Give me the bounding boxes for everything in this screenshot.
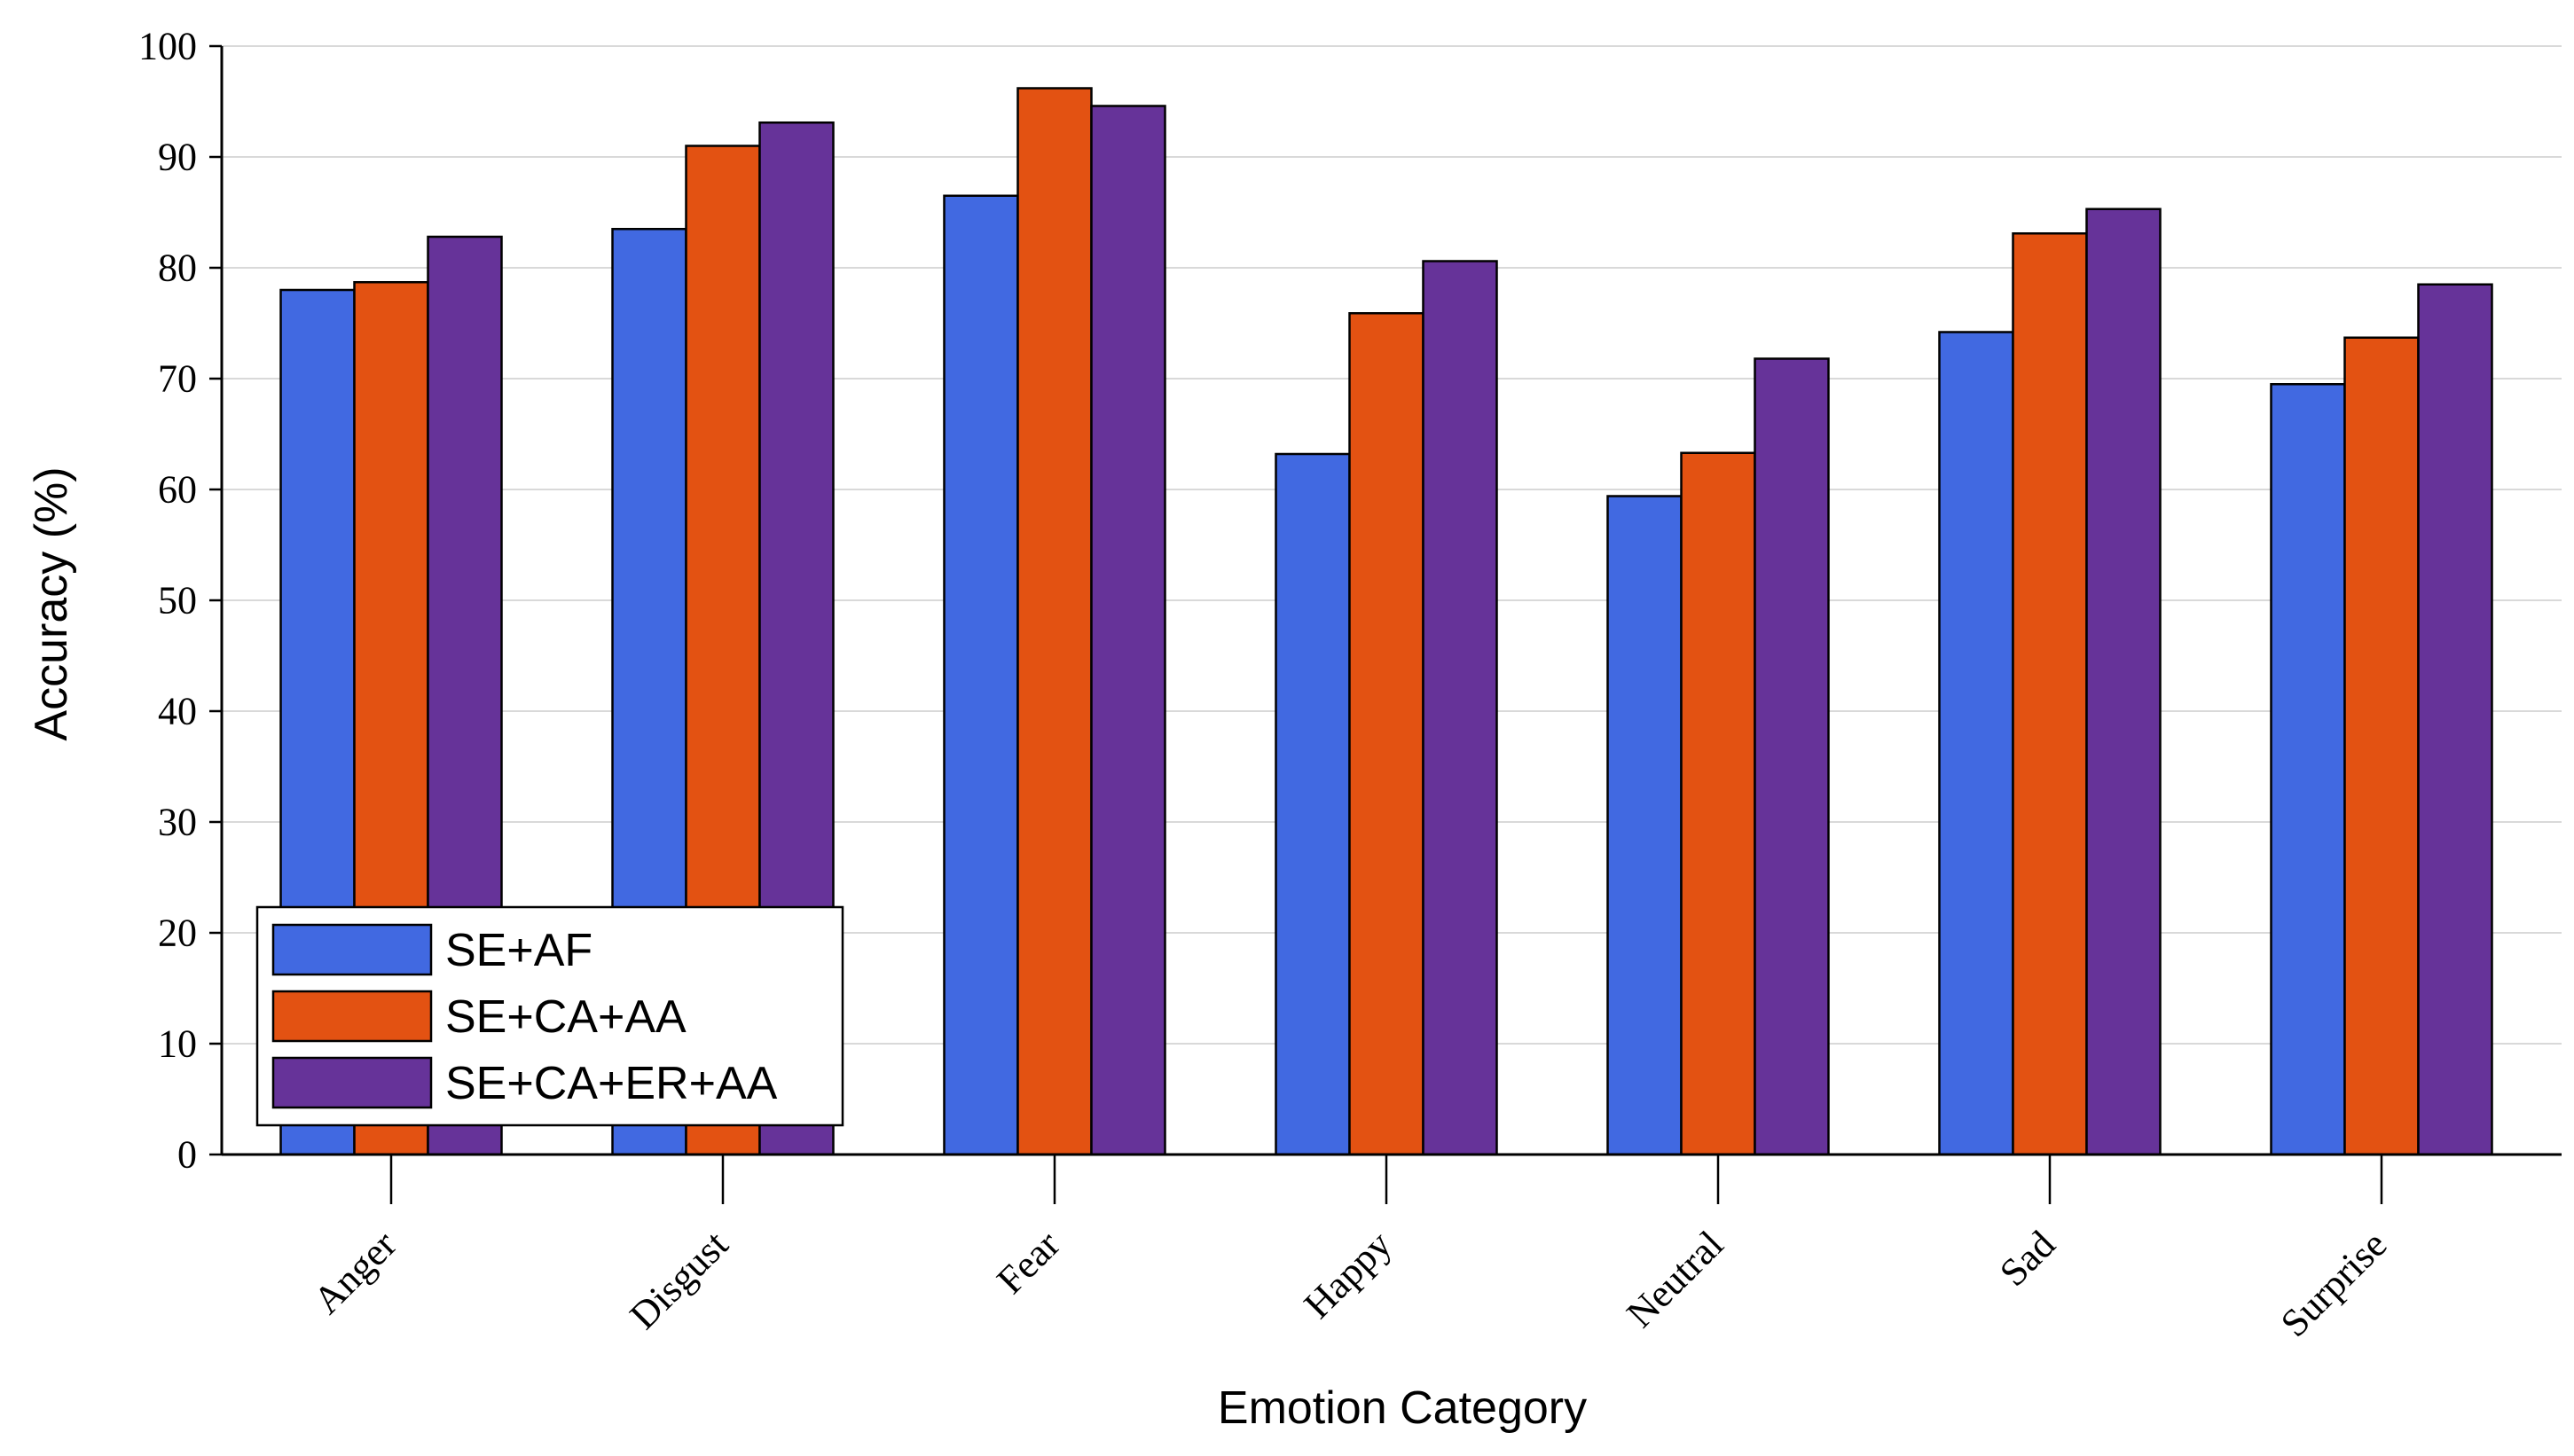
y-tick-label: 100 <box>138 25 197 68</box>
x-category-label: Happy <box>1296 1223 1401 1327</box>
x-category-label: Surprise <box>2272 1223 2395 1345</box>
x-category-label: Fear <box>988 1222 1068 1302</box>
y-tick-label: 10 <box>158 1022 197 1066</box>
legend-label: SE+CA+ER+AA <box>445 1058 778 1109</box>
y-tick-label: 20 <box>158 912 197 955</box>
axes <box>209 44 2562 1204</box>
y-tick-label: 40 <box>158 690 197 733</box>
bar-se-ca-aa-fear <box>1016 87 1093 1156</box>
y-tick-label: 0 <box>177 1133 197 1177</box>
bar-se-ca-aa-neutral <box>1680 451 1756 1156</box>
y-tick-label: 70 <box>158 357 197 401</box>
x-axis-title: Emotion Category <box>1218 1382 1587 1434</box>
y-tick-label: 30 <box>158 801 197 844</box>
bar-se-af-happy <box>1275 452 1351 1156</box>
legend-label: SE+CA+AA <box>445 991 687 1043</box>
y-axis-title: Accuracy (%) <box>26 466 77 740</box>
bar-se-af-surprise <box>2270 383 2346 1156</box>
x-category-label: Disgust <box>622 1223 737 1338</box>
bar-se-ca-er-aa-fear <box>1090 105 1166 1156</box>
legend-swatch <box>271 1056 433 1109</box>
bar-se-af-sad <box>1938 331 2014 1156</box>
legend: SE+AF SE+CA+AA SE+CA+ER+AA <box>255 905 844 1127</box>
x-category-label: Neutral <box>1618 1223 1731 1336</box>
bar-se-ca-er-aa-happy <box>1422 260 1498 1156</box>
bar-se-ca-er-aa-neutral <box>1754 357 1830 1156</box>
y-tick-label: 50 <box>158 579 197 622</box>
bar-se-ca-aa-happy <box>1348 312 1424 1156</box>
bar-se-ca-aa-surprise <box>2343 336 2420 1156</box>
y-tick-label: 80 <box>158 247 197 290</box>
bar-se-ca-aa-sad <box>2012 232 2088 1156</box>
bar-se-af-neutral <box>1606 495 1683 1156</box>
legend-label: SE+AF <box>445 925 592 976</box>
x-category-label: Sad <box>1991 1223 2063 1295</box>
y-tick-label: 60 <box>158 468 197 512</box>
legend-swatch <box>271 923 433 976</box>
y-tick-label: 90 <box>158 136 197 179</box>
bar-se-af-fear <box>943 194 1019 1156</box>
x-category-label: Anger <box>305 1222 405 1322</box>
bar-se-ca-er-aa-sad <box>2085 207 2162 1156</box>
bar-se-ca-er-aa-surprise <box>2417 283 2493 1156</box>
legend-swatch <box>271 990 433 1043</box>
